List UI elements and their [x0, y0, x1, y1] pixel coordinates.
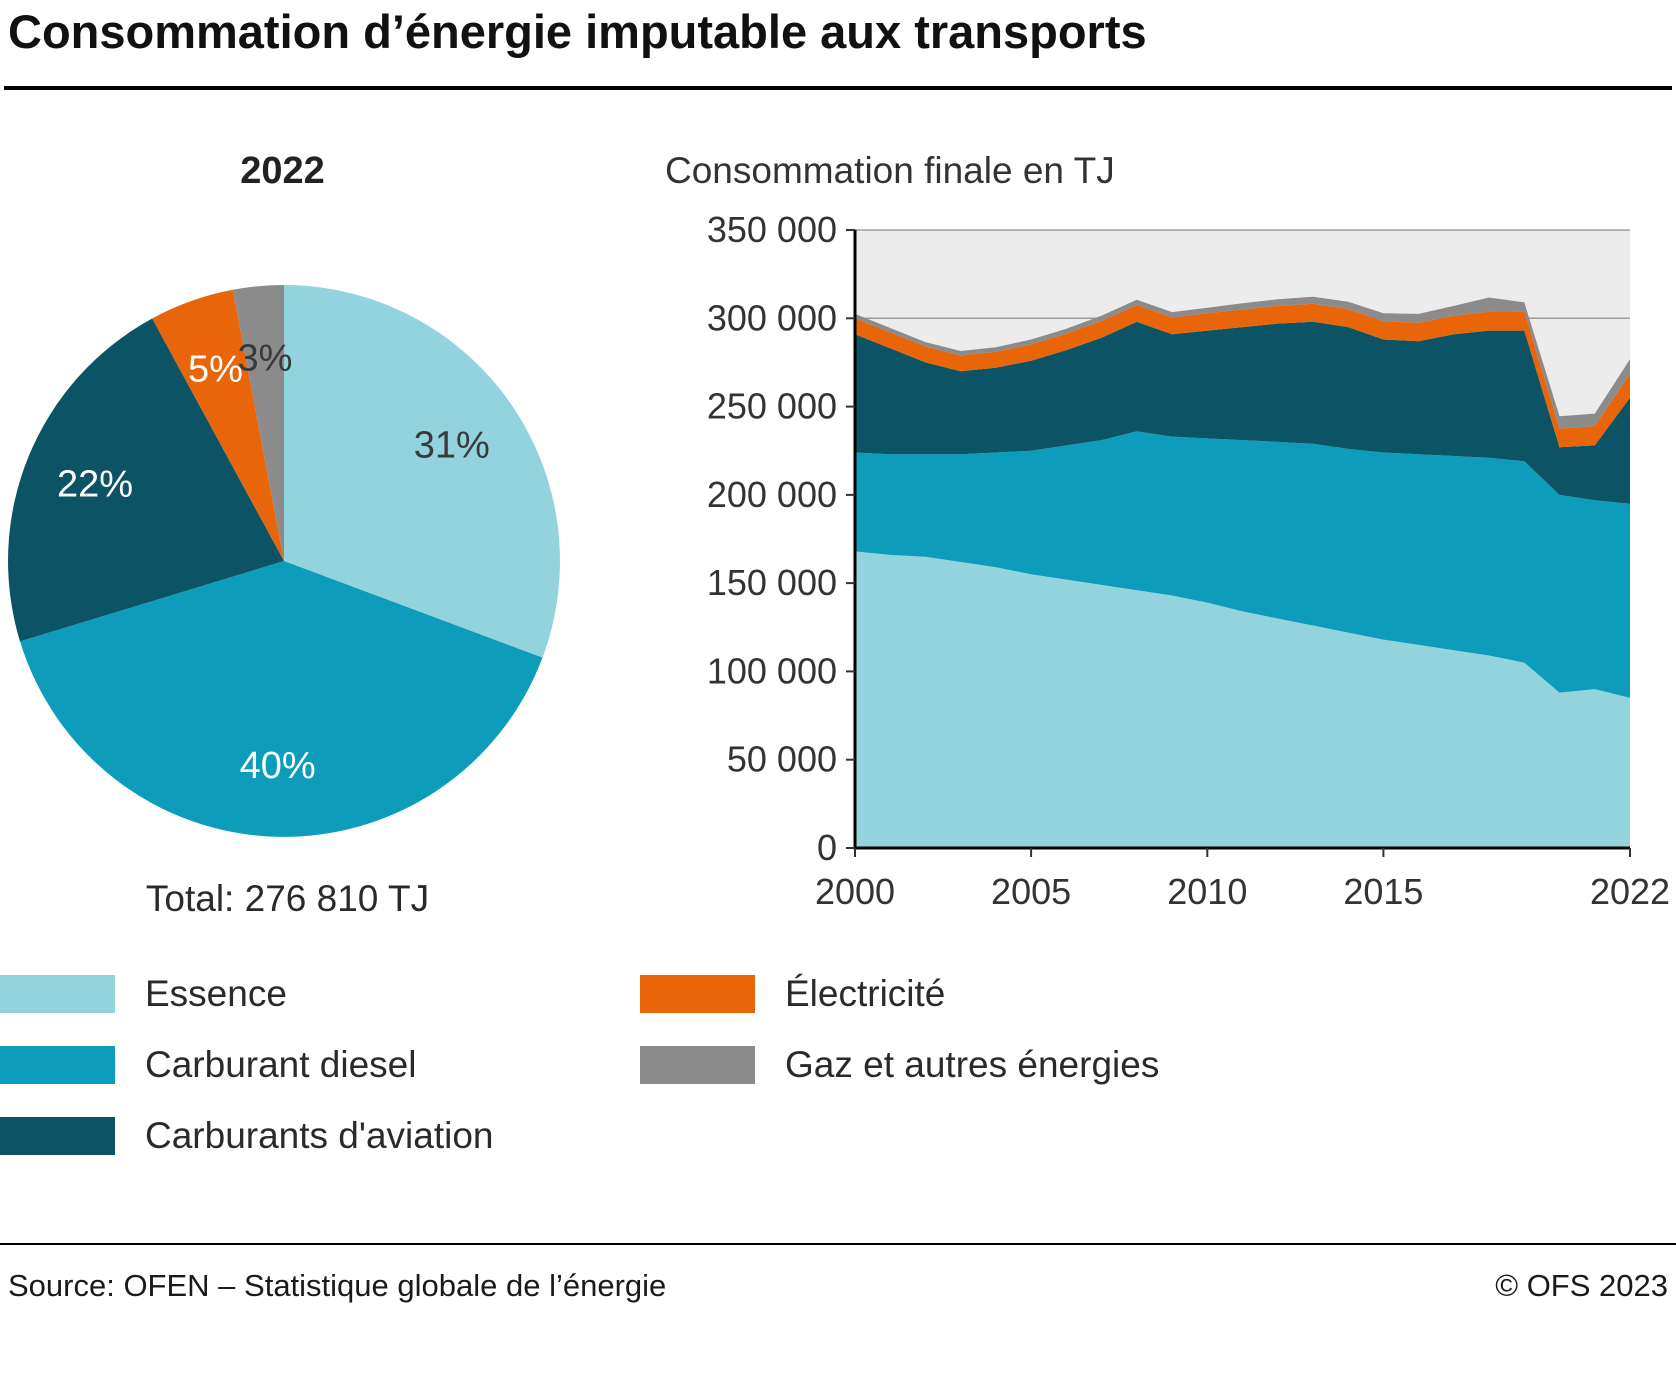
legend-label-diesel: Carburant diesel	[145, 1044, 417, 1085]
legend-label-aviation: Carburants d'aviation	[145, 1115, 494, 1156]
copyright-text: © OFS 2023	[1495, 1268, 1668, 1303]
y-tick-label-0: 0	[817, 827, 837, 868]
legend-swatch-gas	[640, 1046, 755, 1084]
area-chart-title: Consommation finale en TJ	[665, 150, 1115, 191]
pie-slice-3	[152, 289, 284, 561]
x-tick-label-4: 2022	[1590, 871, 1670, 912]
legend-item-gas: Gaz et autres énergies	[640, 1044, 1160, 1085]
pie-slice-2	[8, 318, 284, 642]
legend-swatch-aviation	[0, 1117, 115, 1155]
y-tick-label-1: 50 000	[727, 739, 837, 780]
pie-value-label-3: 5%	[188, 349, 243, 391]
stacked-area-chart: 0 50 000 100 000 150 000 200 000 250 000 300 0…	[707, 215, 1670, 912]
pie-value-label-1: 40%	[240, 745, 316, 787]
pie-slice-1	[20, 561, 543, 837]
legend-item-electricity: Électricité	[640, 973, 1159, 1014]
pie-year-title: 2022	[240, 150, 325, 192]
area-series-1	[855, 431, 1630, 698]
area-series-0	[855, 551, 1630, 848]
legend-item-diesel: Carburant diesel	[0, 1044, 493, 1085]
y-tick-label-5: 250 000	[707, 386, 837, 427]
legend-label-essence: Essence	[145, 973, 287, 1014]
legend-swatch-essence	[0, 975, 115, 1013]
y-tick-label-3: 150 000	[707, 562, 837, 603]
y-tick-label-2: 100 000	[707, 650, 837, 691]
legend-item-aviation: Carburants d'aviation	[0, 1115, 494, 1156]
x-tick-label-1: 2005	[991, 871, 1071, 912]
pie-total-label: Total: 276 810 TJ	[145, 878, 430, 919]
source-text: Source: OFEN – Statistique globale de l’…	[8, 1268, 667, 1303]
area-series-3	[855, 303, 1630, 448]
x-tick-label-0: 2000	[815, 871, 895, 912]
legend-swatch-electricity	[640, 975, 755, 1013]
pie-chart: 31% 40% 22% 5%3%	[8, 285, 560, 837]
pie-slice-0	[284, 285, 560, 658]
page-title: Consommation d’énergie imputable aux tra…	[8, 5, 1147, 58]
pie-slice-4	[232, 285, 284, 561]
legend-label-electricity: Électricité	[785, 973, 946, 1014]
area-series-2	[855, 321, 1630, 504]
x-tick-label-2: 2010	[1167, 871, 1247, 912]
legend-column-left: Essence Carburant diesel Carburants d'av…	[0, 973, 494, 1188]
footer-divider	[0, 1243, 1676, 1245]
legend-swatch-diesel	[0, 1046, 115, 1084]
pie-value-label-2: 22%	[57, 464, 133, 506]
footer: Source: OFEN – Statistique globale de l’…	[8, 1268, 1668, 1304]
x-tick-label-3: 2015	[1343, 871, 1423, 912]
y-tick-label-4: 200 000	[707, 474, 837, 515]
legend-label-gas: Gaz et autres énergies	[785, 1044, 1160, 1085]
pie-value-label-4: 3%	[238, 338, 293, 380]
y-tick-label-6: 300 000	[707, 297, 837, 338]
pie-value-label-0: 31%	[414, 425, 490, 467]
legend-column-right: Électricité Gaz et autres énergies	[640, 973, 1160, 1117]
title-divider	[4, 86, 1672, 90]
y-tick-label-7: 350 000	[707, 215, 837, 250]
legend-item-essence: Essence	[0, 973, 493, 1014]
